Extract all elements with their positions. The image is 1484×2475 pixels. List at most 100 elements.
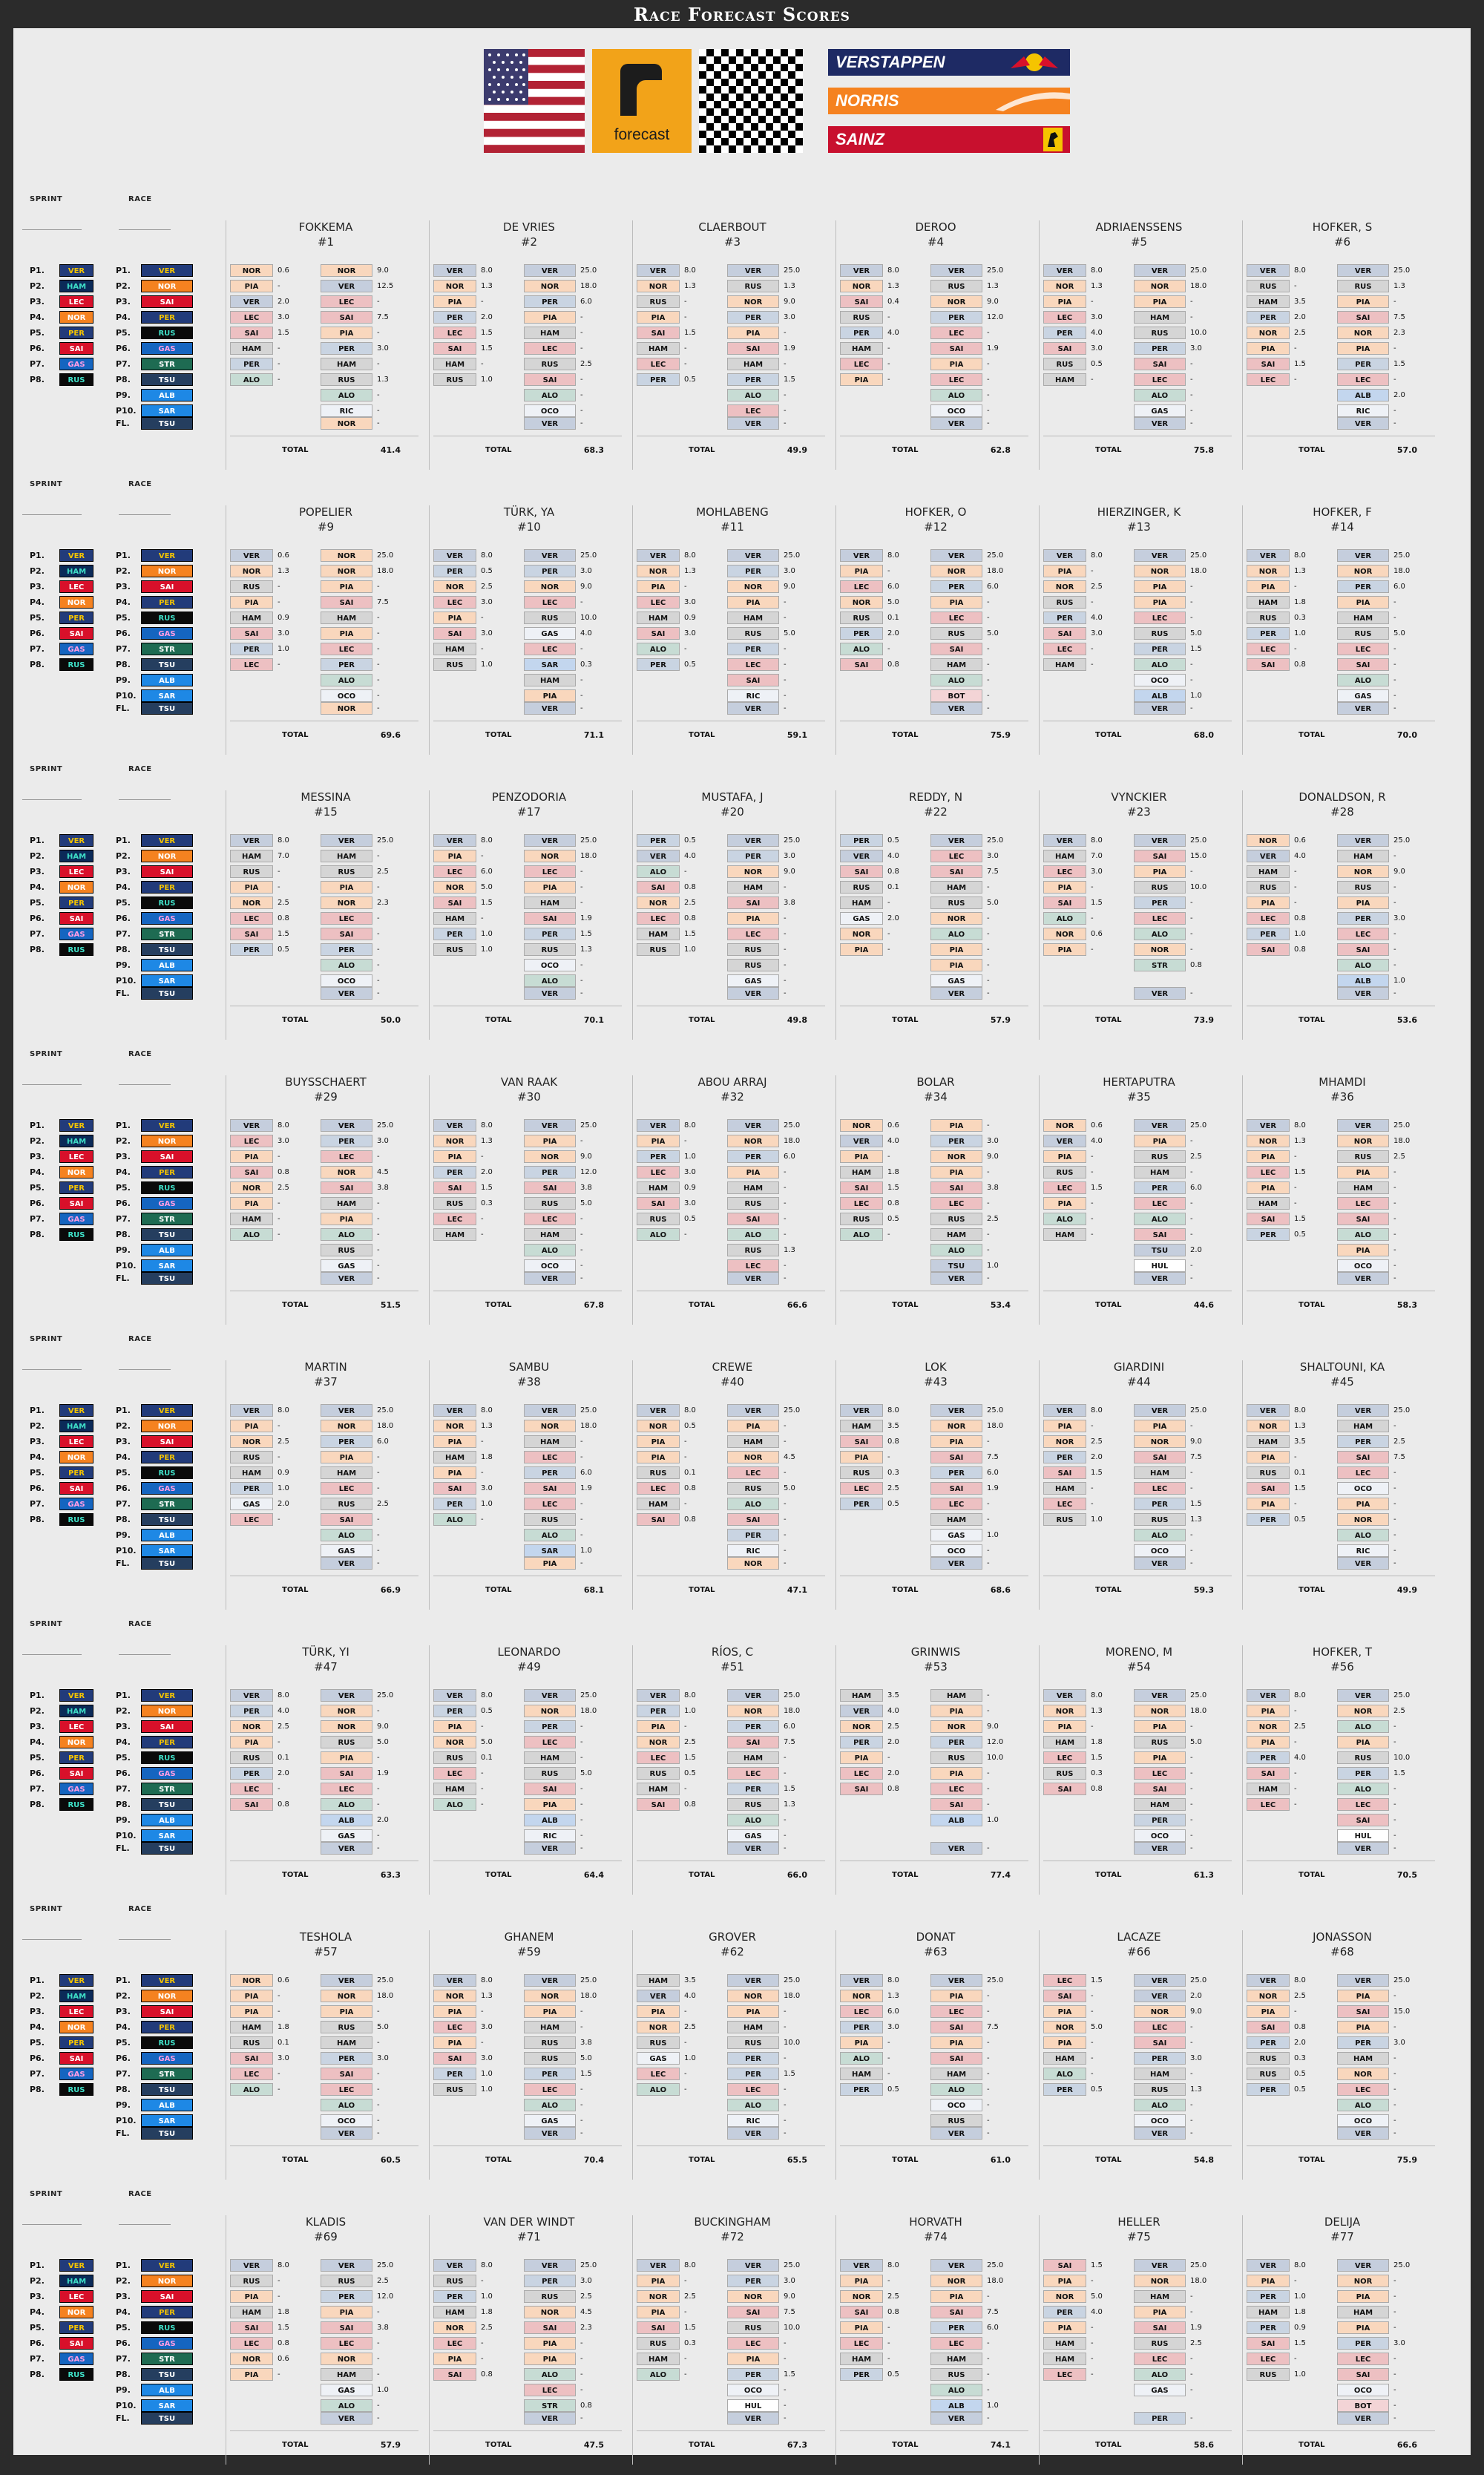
total-score: 75.8: [1193, 445, 1214, 455]
total-label: TOTAL: [485, 2441, 512, 2449]
actual-race-driver: ALB: [141, 959, 193, 971]
sprint-pick-score: 0.5: [887, 2085, 899, 2094]
race-pick-score: -: [377, 1484, 380, 1492]
total-score: 70.0: [1396, 730, 1417, 740]
race-pick: LEC: [321, 1150, 372, 1163]
race-pick: PIA: [524, 311, 576, 324]
sprint-pick: PIA: [1043, 295, 1086, 308]
race-pick: OCO: [321, 2114, 372, 2127]
race-pick: SAI: [321, 2068, 372, 2080]
sprint-pick-score: 2.0: [278, 298, 289, 306]
sprint-pick-score: 2.0: [278, 1500, 289, 1508]
race-header-underline: [119, 799, 171, 800]
sprint-pick: LEC: [433, 865, 476, 878]
sprint-pick: VER: [1247, 1974, 1290, 1987]
sprint-header-underline: [22, 1654, 82, 1655]
player-name: TÜRK, YA: [503, 505, 555, 519]
race-pick-score: 5.0: [580, 2054, 592, 2062]
actual-sprint-driver: SAI: [59, 2337, 93, 2350]
sprint-pick: SAI: [1043, 1466, 1086, 1479]
sprint-pick-score: 8.0: [1294, 551, 1306, 560]
sprint-pick: NOR: [433, 2321, 476, 2334]
sprint-pick: LEC: [840, 1482, 883, 1495]
race-pick: PIA: [727, 1166, 779, 1179]
race-pick-score: 1.9: [377, 1769, 389, 1777]
total-label: TOTAL: [892, 1871, 919, 1879]
sprint-pick: RUS: [1043, 358, 1086, 370]
player-number: #51: [720, 1660, 744, 1674]
race-pick: NOR: [1337, 565, 1389, 577]
fastest-lap-pick: VER: [321, 1272, 372, 1285]
race-pick: VER: [1134, 1119, 1186, 1132]
race-pick: LEC: [321, 2337, 372, 2350]
sprint-pick: PER: [230, 1767, 273, 1780]
race-pick-score: 12.0: [987, 313, 1004, 321]
total-label: TOTAL: [1095, 2156, 1122, 2164]
sprint-pick: LEC: [433, 327, 476, 339]
race-pick: SAI: [930, 2306, 982, 2318]
sprint-pick: VER: [840, 1974, 883, 1987]
actual-sprint-driver: LEC: [59, 1720, 93, 1733]
race-pick-score: -: [987, 645, 990, 653]
race-pick-score: 25.0: [784, 1691, 801, 1699]
race-pick: LEC: [930, 2005, 982, 2018]
player-number: #12: [924, 520, 948, 534]
race-position-label: P3.: [116, 2292, 131, 2301]
fastest-lap-label: FL.: [116, 1843, 130, 1853]
race-pick-score: -: [1190, 2308, 1193, 2316]
race-pick: HAM: [524, 2021, 576, 2033]
sprint-pick-score: 5.0: [481, 1738, 493, 1746]
race-pick-score: 12.0: [377, 2292, 394, 2301]
race-pick: NOR: [524, 580, 576, 593]
sprint-pick-score: -: [278, 883, 280, 891]
sprint-pick-score: 0.5: [1294, 1515, 1306, 1524]
sprint-pick-score: 1.5: [1294, 1215, 1306, 1223]
sprint-pick-score: 1.0: [1294, 2370, 1306, 2379]
race-position-label: P1.: [116, 836, 131, 845]
race-pick-score: -: [784, 914, 787, 922]
race-pick-score: -: [784, 2023, 787, 2031]
forecast-section: SPRINT RACE P1. VER P2. HAM P3. LEC P4. NOR P5. PER…: [13, 480, 1471, 765]
race-pick-score: 25.0: [1190, 1121, 1207, 1130]
sprint-pick: ALO: [1043, 1213, 1086, 1225]
player-column: [1039, 220, 1240, 470]
sprint-pick-score: 4.0: [1294, 1754, 1306, 1762]
sprint-pick: RUS: [1247, 2052, 1290, 2065]
race-pick: LEC: [524, 643, 576, 655]
sprint-pick-score: -: [887, 2339, 890, 2347]
race-pick-score: 25.0: [580, 551, 597, 560]
race-pick-score: -: [987, 676, 990, 684]
race-pick-score: 2.5: [1393, 1438, 1405, 1446]
race-pick: SAI: [930, 1798, 982, 1811]
race-pick-score: 4.5: [784, 1453, 795, 1461]
race-pick-score: -: [784, 2402, 787, 2410]
race-pick-score: 7.5: [1393, 1453, 1405, 1461]
race-pick: SAI: [727, 896, 779, 909]
sprint-pick: PER: [433, 928, 476, 940]
sprint-pick: PIA: [1043, 881, 1086, 894]
race-pick: PER: [524, 565, 576, 577]
player-number: #6: [1333, 235, 1351, 249]
race-pick: RUS: [1337, 1150, 1389, 1163]
sprint-pick: PIA: [1043, 2321, 1086, 2334]
sprint-pick-score: 8.0: [278, 1121, 289, 1130]
sprint-pick: VER: [1043, 549, 1086, 562]
sprint-pick-score: 1.3: [278, 567, 289, 575]
race-pick: HAM: [524, 1435, 576, 1448]
fastest-lap-score: -: [580, 2129, 583, 2137]
race-pick: VER: [321, 1974, 372, 1987]
sprint-pick: NOR: [1247, 1990, 1290, 2002]
race-pick-score: 4.0: [580, 629, 592, 637]
actual-sprint-driver: NOR: [59, 2306, 93, 2318]
race-pick: HAM: [321, 2036, 372, 2049]
race-pick-score: -: [784, 391, 787, 399]
race-pick: ALO: [727, 1814, 779, 1826]
race-pick: VER: [930, 549, 982, 562]
player-column: [1039, 1645, 1240, 1895]
race-pick: NOR: [727, 1990, 779, 2002]
race-pick-score: -: [987, 2101, 990, 2109]
race-pick: PIA: [321, 627, 372, 640]
fastest-lap-pick: VER: [524, 987, 576, 1000]
race-pick: NOR: [321, 1420, 372, 1432]
sprint-pick: NOR: [840, 280, 883, 292]
